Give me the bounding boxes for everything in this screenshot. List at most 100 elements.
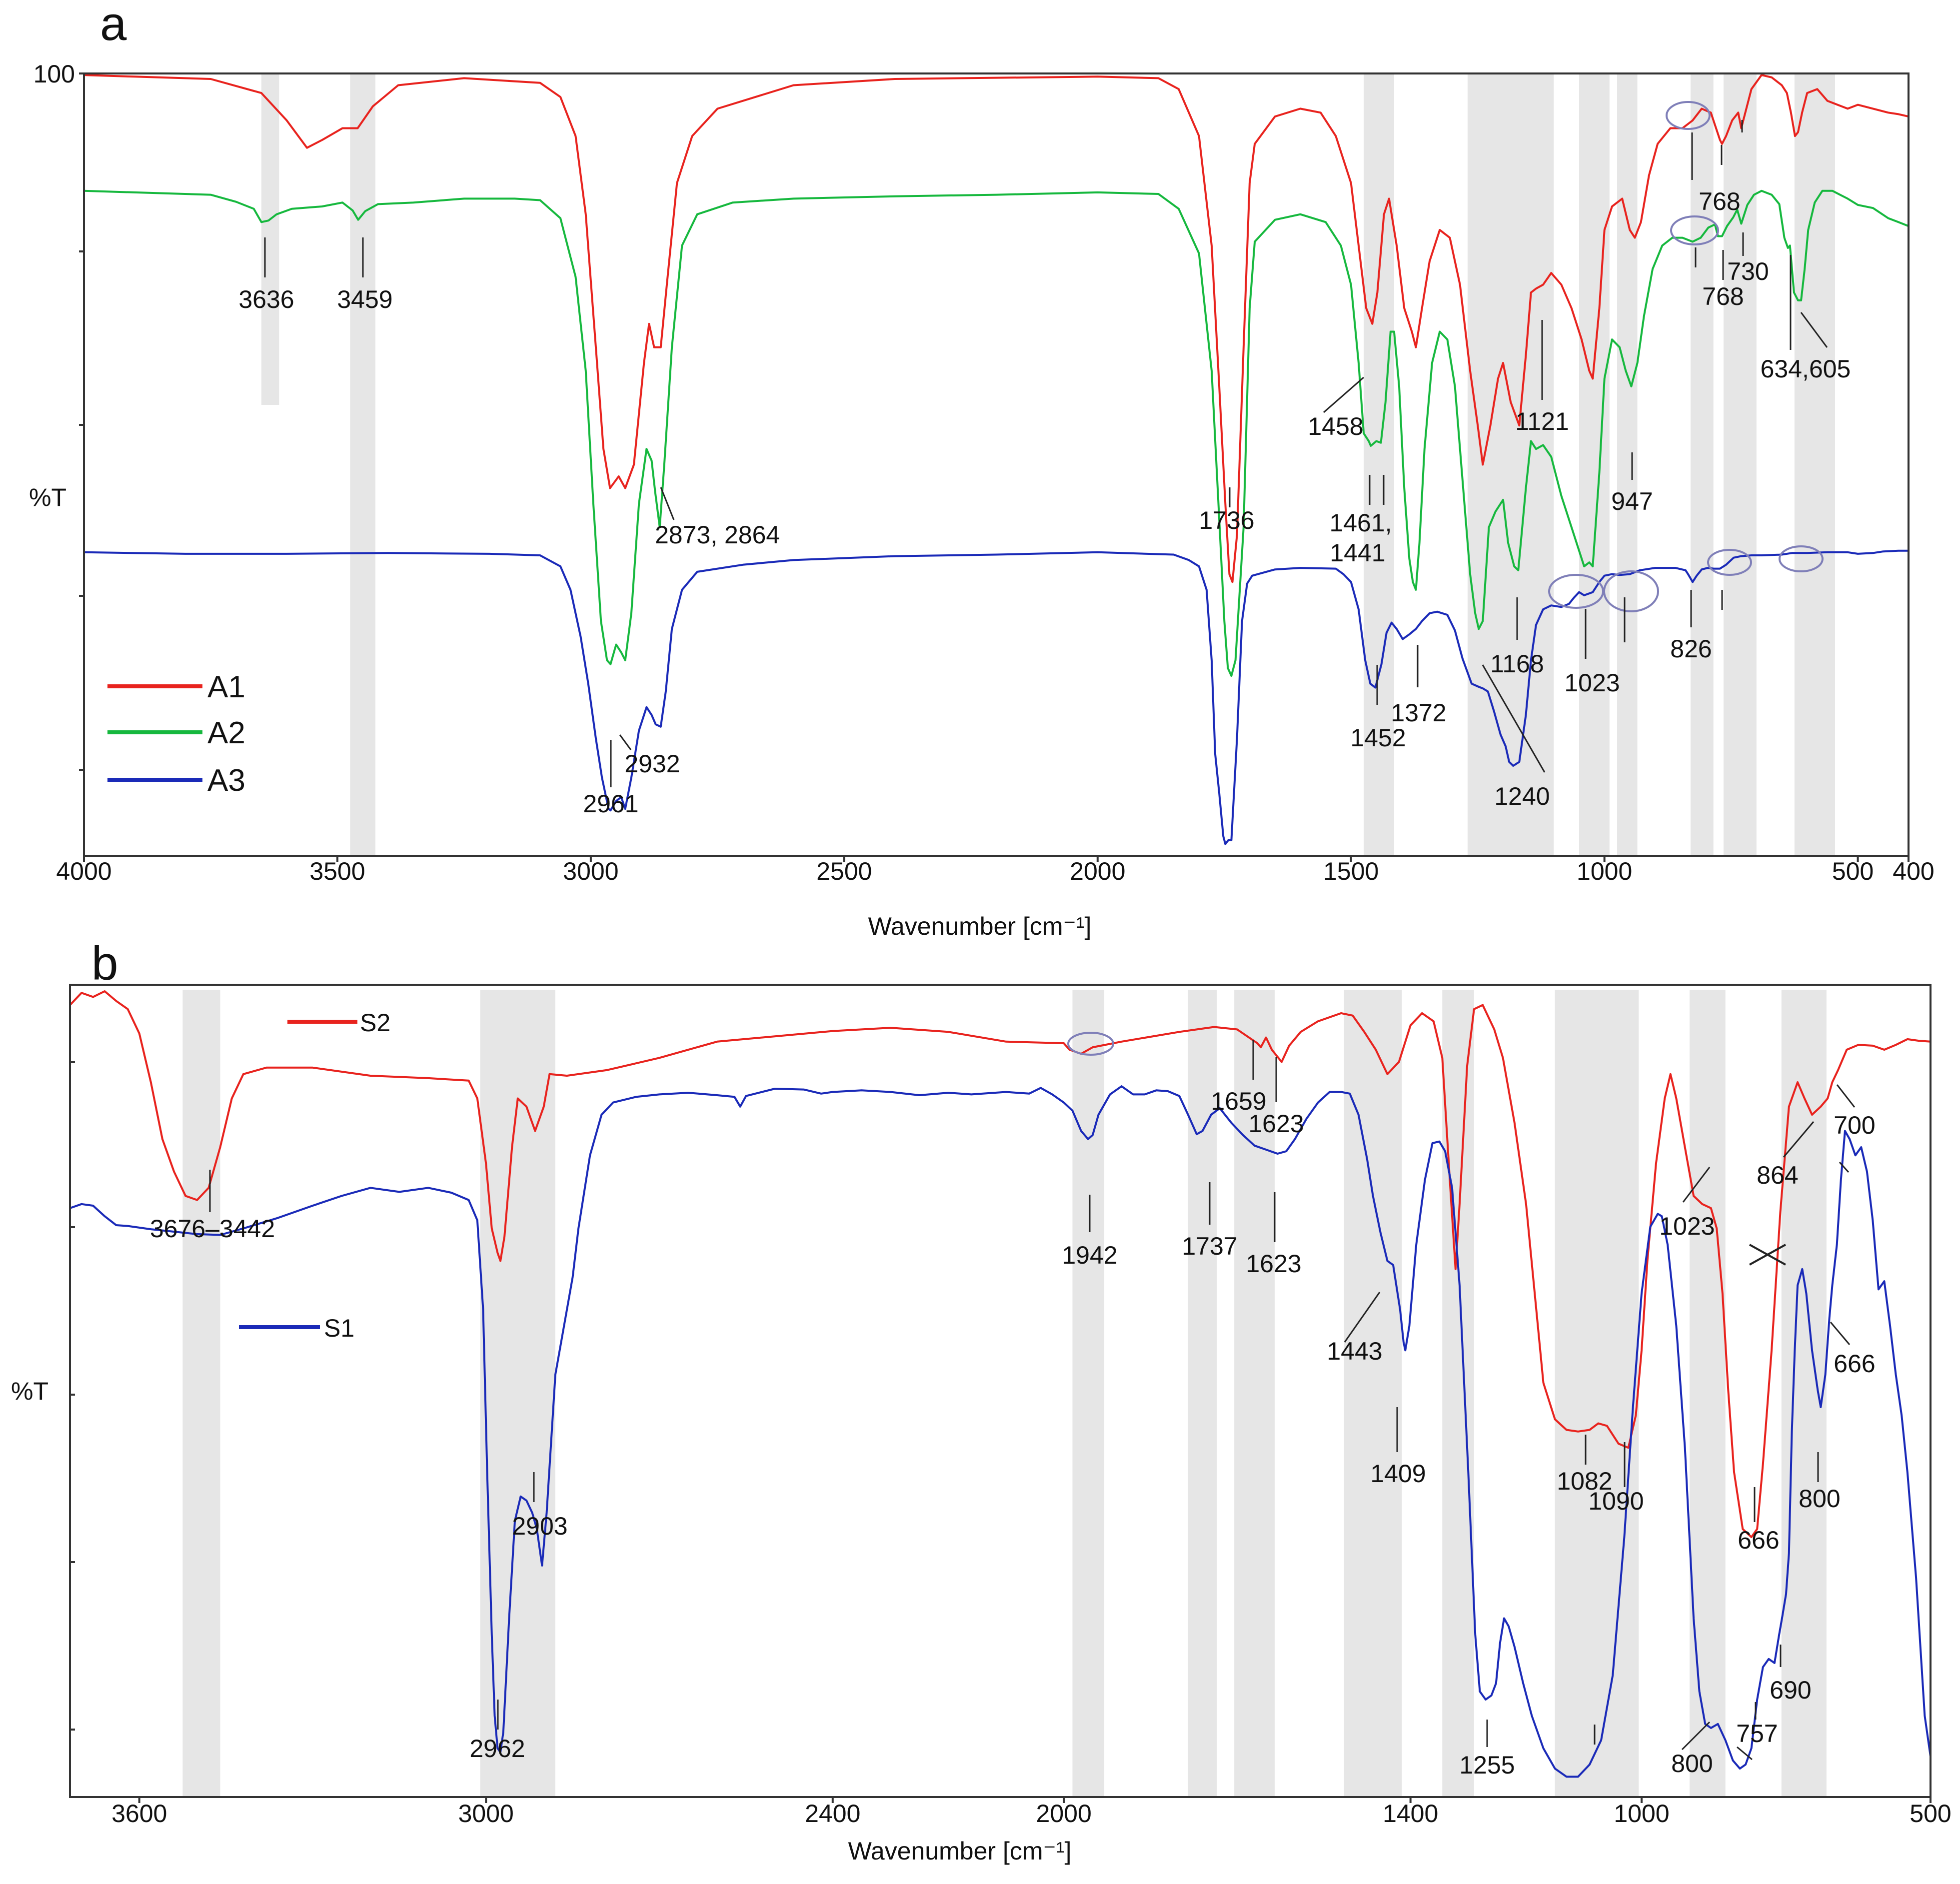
panel-a: 4000 3500 3000 2500 2000 1500 1000 500 400 a 100… <box>29 0 1935 940</box>
series-line-s1 <box>69 1085 1932 1778</box>
x-tick-label: 500 <box>1832 857 1874 885</box>
legend-label-a3: A3 <box>207 763 245 798</box>
peak-label: 1023 <box>1659 1212 1715 1240</box>
panel-b-ylabel: %T <box>11 1377 48 1405</box>
arrow <box>1681 1721 1711 1751</box>
peak-label: 3459 <box>337 285 392 313</box>
shaded-band <box>1689 990 1726 1797</box>
legend-label-a1: A1 <box>207 670 245 704</box>
peak-label: 1942 <box>1062 1241 1117 1269</box>
shaded-band <box>480 990 555 1797</box>
peak-label: 1409 <box>1370 1460 1426 1488</box>
panel-a-shaded-bands <box>261 73 1835 856</box>
panel-b-x-ticks: 3600 3000 2400 2000 1400 1000 500 <box>111 1797 1952 1828</box>
peak-label: 700 <box>1834 1111 1875 1139</box>
shaded-band <box>1344 990 1402 1797</box>
oval-a3-550 <box>1779 545 1824 572</box>
peak-label: 800 <box>1799 1485 1840 1513</box>
peak-label: 1121 <box>1515 407 1569 435</box>
peak-label: 1737 <box>1182 1232 1237 1260</box>
peak-label: 1441 <box>1330 539 1385 567</box>
arrow <box>1344 1292 1381 1343</box>
x-tick-label: 2000 <box>1036 1800 1092 1828</box>
x-tick-label: 1400 <box>1383 1800 1438 1828</box>
shaded-band <box>350 73 375 856</box>
shaded-band <box>1442 990 1474 1797</box>
arrow <box>1830 1322 1851 1345</box>
peak-label: 1168 <box>1490 650 1544 678</box>
oval-a3-750 <box>1707 549 1752 576</box>
arrow <box>1482 664 1546 773</box>
panel-b-series-lines <box>69 990 1932 1778</box>
panel-a-y-top-label: 100 <box>33 60 75 88</box>
panel-b-shaded-bands <box>182 990 1827 1797</box>
peak-label: 864 <box>1757 1161 1798 1189</box>
series-line-s2 <box>69 990 1931 1538</box>
peak-label: 1623 <box>1246 1250 1301 1278</box>
arrow <box>1737 1746 1753 1761</box>
panel-a-letter: a <box>100 0 127 50</box>
series-line-a1 <box>83 74 1909 583</box>
peak-label: 768 <box>1702 282 1744 310</box>
peak-label: 690 <box>1770 1676 1811 1704</box>
peak-label: 1090 <box>1588 1487 1644 1515</box>
panel-a-legend: A1 A2 A3 <box>107 670 245 798</box>
shaded-band <box>1234 990 1275 1797</box>
peak-label: 2903 <box>512 1512 567 1540</box>
peak-label: 800 <box>1671 1750 1713 1778</box>
peak-label: 1023 <box>1564 669 1620 697</box>
panel-b-legend: S2 S1 <box>239 1009 390 1342</box>
oval-s2-1960 <box>1067 1032 1114 1056</box>
legend-label-a2: A2 <box>207 716 245 750</box>
x-tick-label: 3500 <box>309 857 365 885</box>
x-tick-label: 400 <box>1893 857 1934 885</box>
panel-b-plot-frame <box>69 984 1932 1798</box>
panel-a-highlight-ovals <box>1548 101 1824 612</box>
peak-label: 634,605 <box>1761 355 1851 383</box>
x-tick-label: 3600 <box>111 1800 167 1828</box>
peak-label: 1461, <box>1329 509 1392 537</box>
shaded-band <box>1555 990 1639 1797</box>
oval-a3-950 <box>1603 570 1659 612</box>
x-tick-label: 2400 <box>805 1800 860 1828</box>
peak-label: 826 <box>1670 635 1712 663</box>
panel-a-annotation-arrows <box>264 120 1828 787</box>
peak-label: 768 <box>1699 187 1740 215</box>
peak-label: 757 <box>1736 1720 1778 1748</box>
cross-mark <box>1749 1244 1786 1266</box>
peak-label: 1240 <box>1494 782 1550 810</box>
arrow <box>1783 1121 1815 1158</box>
shaded-band <box>1617 73 1638 856</box>
shaded-band <box>182 990 220 1797</box>
panel-b-letter: b <box>91 937 118 990</box>
shaded-band <box>1072 990 1105 1797</box>
peak-label: 730 <box>1727 257 1769 285</box>
peak-label: 1623 <box>1248 1110 1304 1138</box>
arrow <box>1682 1167 1711 1203</box>
panel-b: 3600 3000 2400 2000 1400 1000 500 b %T Wavenum… <box>11 937 1952 1865</box>
legend-label-s1: S1 <box>324 1314 354 1342</box>
legend-label-s2: S2 <box>360 1009 390 1037</box>
panel-b-xlabel: Wavenumber [cm⁻¹] <box>848 1837 1072 1865</box>
x-tick-label: 3000 <box>458 1800 514 1828</box>
peak-label: 2961 <box>583 790 638 818</box>
x-tick-label: 2500 <box>816 857 872 885</box>
peak-label: 3676–3442 <box>150 1215 275 1243</box>
arrow <box>1323 376 1364 413</box>
panel-a-series-lines <box>83 74 1909 845</box>
panel-b-annotation-arrows <box>209 1040 1856 1761</box>
peak-label: 1372 <box>1391 699 1446 727</box>
oval-a1-820 <box>1666 101 1711 130</box>
arrow <box>1800 312 1828 348</box>
peak-label: 1736 <box>1199 506 1254 534</box>
peak-label: 1443 <box>1327 1337 1382 1365</box>
peak-label: 2962 <box>469 1735 525 1763</box>
series-line-a2 <box>83 189 1909 677</box>
panel-a-ylabel: %T <box>29 483 66 511</box>
series-line-a3 <box>83 549 1909 845</box>
x-tick-label: 2000 <box>1070 857 1125 885</box>
peak-label: 1255 <box>1459 1751 1515 1779</box>
peak-label: 666 <box>1738 1526 1779 1554</box>
peak-label: 2932 <box>624 750 680 778</box>
peak-label: 1082 <box>1557 1467 1612 1495</box>
